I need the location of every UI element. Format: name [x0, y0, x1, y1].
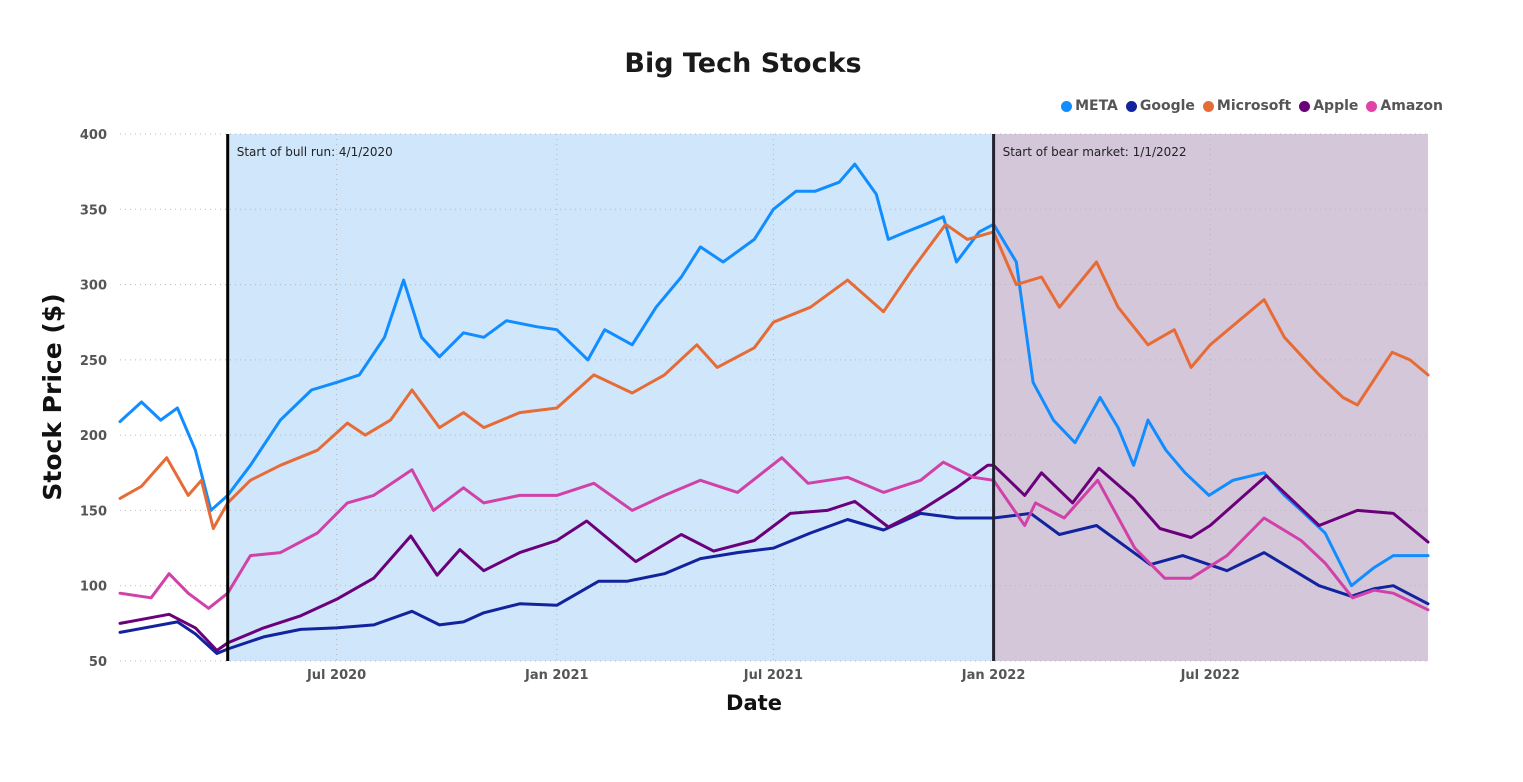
x-tick-label-4: Jul 2022: [1180, 668, 1240, 683]
legend-label-apple: Apple: [1313, 98, 1359, 114]
series-line-apple: [118, 463, 1430, 652]
x-tick-label-1: Jan 2021: [524, 668, 589, 683]
region-band-1: [993, 134, 1428, 661]
chart-title: Big Tech Stocks: [624, 48, 862, 79]
legend-item-google[interactable]: Google: [1125, 98, 1195, 114]
series-line-amazon: [118, 456, 1430, 612]
series-line-meta: [118, 162, 1430, 588]
x-tick-label-2: Jul 2021: [743, 668, 803, 683]
y-axis-title: Stock Price ($): [38, 293, 67, 500]
y-tick-label-300: 300: [80, 279, 107, 294]
legend-swatch-amazon: [1366, 100, 1378, 112]
legend-item-amazon[interactable]: Amazon: [1366, 98, 1443, 114]
region-annotation-1: Start of bear market: 1/1/2022: [1003, 145, 1187, 159]
legend: META Google Microsoft Apple Amazon: [1061, 98, 1443, 114]
y-tick-label-50: 50: [89, 655, 107, 670]
legend-swatch-apple: [1299, 100, 1311, 112]
y-tick-label-350: 350: [80, 203, 107, 218]
region-band-0: [227, 134, 994, 661]
legend-label-meta: META: [1075, 98, 1118, 114]
y-tick-label-200: 200: [80, 429, 107, 444]
legend-label-amazon: Amazon: [1380, 98, 1443, 114]
y-tick-label-400: 400: [80, 128, 107, 143]
region-annotation-0: Start of bull run: 4/1/2020: [237, 145, 393, 159]
y-tick-label-150: 150: [80, 504, 107, 519]
legend-item-meta[interactable]: META: [1061, 98, 1118, 114]
y-tick-label-100: 100: [80, 580, 107, 595]
x-axis-title: Date: [726, 691, 782, 715]
x-tick-label-0: Jul 2020: [306, 668, 366, 683]
legend-label-microsoft: Microsoft: [1216, 98, 1292, 114]
x-tick-label-3: Jan 2022: [961, 668, 1026, 683]
legend-label-google: Google: [1139, 98, 1195, 114]
legend-swatch-meta: [1061, 100, 1073, 112]
series-line-microsoft: [118, 222, 1430, 530]
legend-swatch-microsoft: [1202, 100, 1214, 112]
legend-item-apple[interactable]: Apple: [1299, 98, 1358, 114]
y-tick-label-250: 250: [80, 354, 107, 369]
legend-swatch-google: [1125, 100, 1137, 112]
legend-item-microsoft[interactable]: Microsoft: [1202, 98, 1292, 114]
